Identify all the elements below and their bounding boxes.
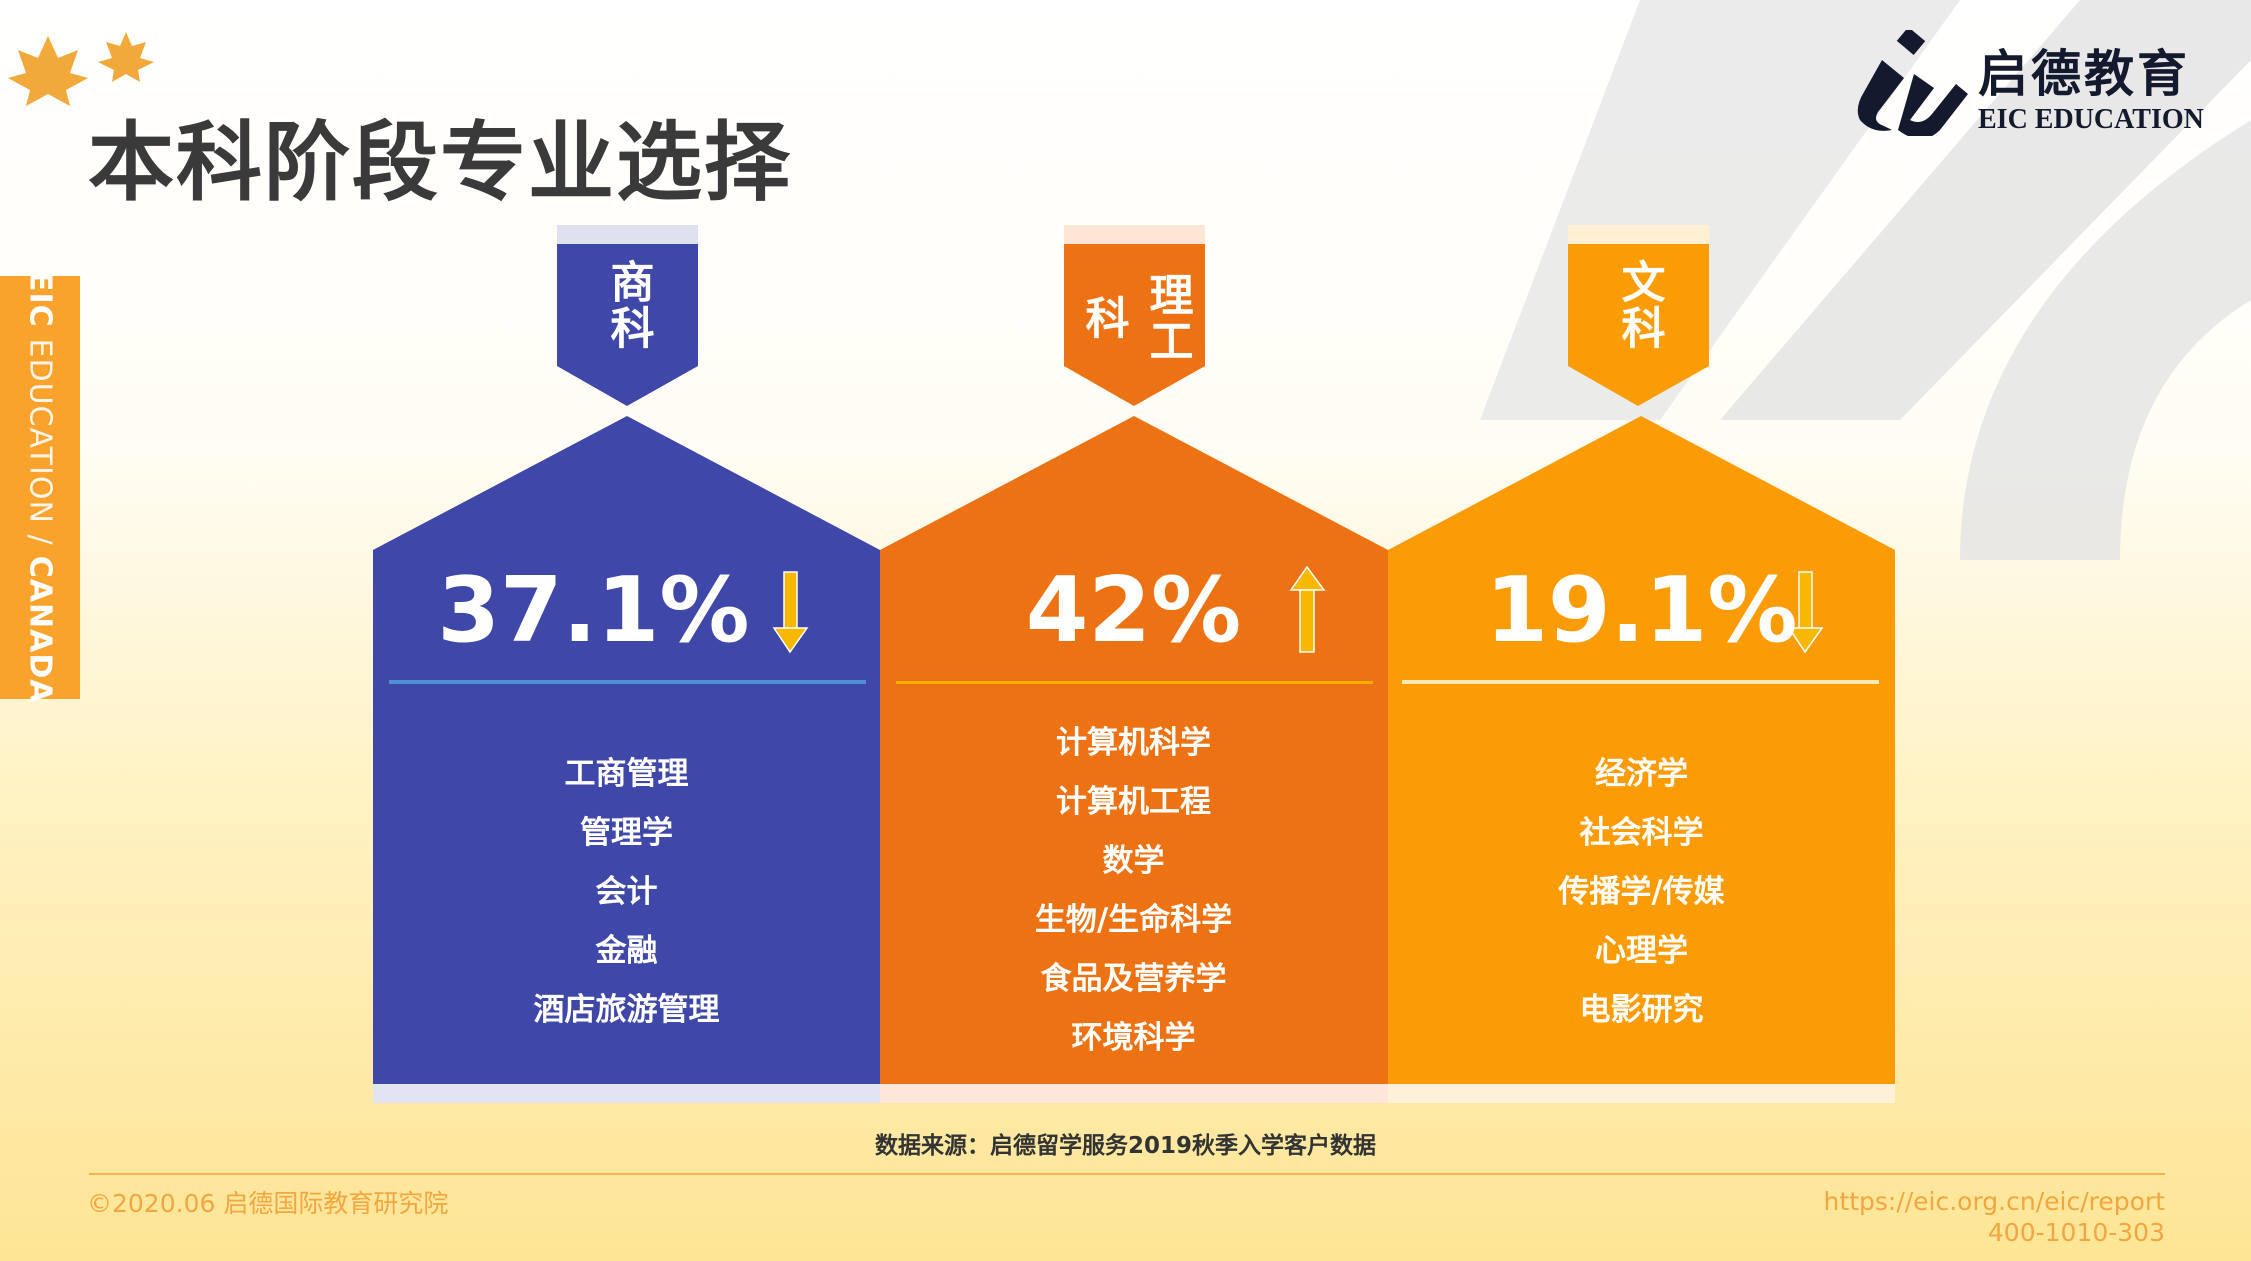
list-item: 酒店旅游管理 (533, 992, 720, 1028)
list-item: 传播学/传媒 (1558, 874, 1725, 910)
tab-business (557, 244, 698, 406)
footer-copyright: ©2020.06 启德国际教育研究院 (87, 1189, 449, 1218)
list-item: 电影研究 (1579, 992, 1704, 1028)
list-item: 心理学 (1595, 933, 1688, 969)
panel-business (373, 225, 880, 1103)
list-item: 数学 (1102, 843, 1165, 879)
tab-label-business: 商科 (602, 259, 654, 351)
page-title: 本科阶段专业选择 (88, 113, 792, 213)
side-brand-tab: EIC EDUCATION / CANADA (0, 271, 80, 704)
eic-logo-icon (1857, 30, 1968, 136)
percent-business: 37.1% (437, 558, 750, 663)
list-item: 管理学 (580, 815, 673, 851)
list-item: 生物/生命科学 (1034, 902, 1233, 938)
data-source: 数据来源：启德留学服务2019秋季入学客户数据 (874, 1133, 1376, 1159)
footer-url[interactable]: https://eic.org.cn/eic/report (1823, 1187, 2165, 1216)
tab-label-engineering: 理工科 (1077, 271, 1193, 364)
list-item: 环境科学 (1071, 1020, 1196, 1056)
percent-arts: 19.1% (1485, 558, 1798, 663)
tab-engineering (1064, 244, 1205, 406)
tab-label-arts: 文科 (1613, 259, 1665, 351)
list-item: 经济学 (1595, 756, 1688, 792)
logo-en: EIC EDUCATION (1978, 104, 2204, 135)
list-item: 计算机科学 (1056, 725, 1211, 761)
side-tab-education: EDUCATION / (22, 327, 58, 557)
footer-divider (89, 1173, 2165, 1175)
list-item: 工商管理 (564, 756, 689, 792)
panel-engineering (880, 225, 1388, 1103)
majors-list-arts: 经济学 社会科学 传播学/传媒 心理学 电影研究 (1388, 745, 1895, 1040)
footer-phone: 400-1010-303 (1987, 1218, 2165, 1247)
logo-wordmark: 启德教育 EIC EDUCATION (1978, 34, 2204, 136)
side-tab-canada: CANADA (22, 556, 58, 704)
list-item: 计算机工程 (1056, 784, 1211, 820)
list-item: 社会科学 (1579, 815, 1704, 851)
tab-arts (1568, 244, 1709, 406)
logo-cn: 启德教育 (1978, 45, 2190, 103)
list-item: 食品及营养学 (1040, 961, 1227, 997)
arrow-down-icon (772, 571, 809, 654)
majors-list-business: 工商管理 管理学 会计 金融 酒店旅游管理 (373, 745, 880, 1040)
side-tab-eic: EIC (22, 271, 58, 328)
arrow-down-icon (1787, 571, 1824, 654)
panel-arts (1388, 225, 1895, 1103)
list-item: 金融 (595, 933, 658, 969)
percent-engineering: 42% (1025, 558, 1242, 663)
list-item: 会计 (595, 874, 658, 910)
arrow-up-icon (1289, 565, 1326, 653)
footer-contact: https://eic.org.cn/eic/report 400-1010-3… (1824, 1186, 2165, 1248)
majors-list-engineering: 计算机科学 计算机工程 数学 生物/生命科学 食品及营养学 环境科学 (880, 714, 1387, 1068)
maple-leaf-icon (8, 32, 154, 106)
